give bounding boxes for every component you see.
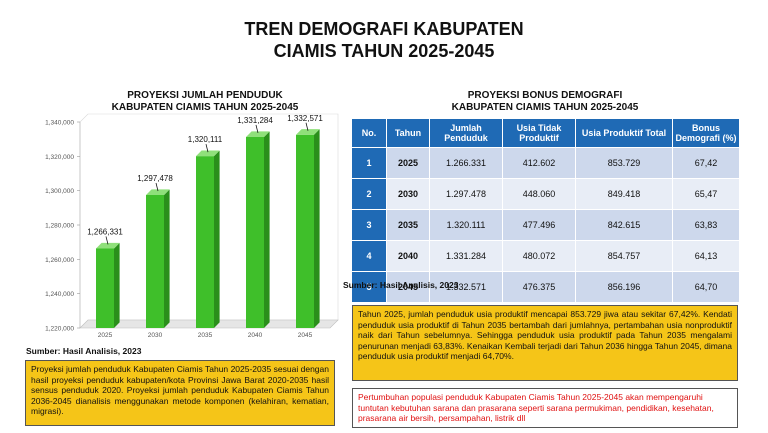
y-tick-label: 1,220,000 (45, 326, 74, 333)
bar (146, 194, 164, 328)
cell-population: 1.332.571 (429, 271, 503, 303)
cell-bonus: 64,13 (672, 240, 740, 272)
cell-nonproductive: 448.060 (502, 178, 576, 210)
bar-top (246, 131, 270, 137)
data-label: 1,332,571 (287, 114, 323, 123)
projection-note: Proyeksi jumlah penduduk Kabupaten Ciami… (25, 360, 335, 426)
table-row: 4 2040 1.331.284 480.072 854.757 64,13 (351, 240, 740, 272)
population-bar-chart: 1,220,000 1,240,000 1,260,000 1,280,000 1,30… (45, 113, 339, 339)
cell-population: 1.331.284 (429, 240, 503, 272)
chart-title-line2: KABUPATEN CIAMIS TAHUN 2025-2045 (111, 102, 299, 113)
table-header-row: No. Tahun Jumlah Penduduk Usia Tidak Pro… (351, 118, 740, 148)
bar-side (164, 189, 170, 328)
table-row: 3 2035 1.320.111 477.496 842.615 63,83 (351, 209, 740, 241)
y-tick-label: 1,300,000 (45, 188, 74, 195)
y-tick-label: 1,320,000 (45, 154, 74, 161)
cell-year: 2045 (386, 271, 430, 303)
bonus-demografi-table: No. Tahun Jumlah Penduduk Usia Tidak Pro… (351, 118, 740, 303)
cell-population: 1.297.478 (429, 178, 503, 210)
cell-year: 2040 (386, 240, 430, 272)
cell-population: 1.320.111 (429, 209, 503, 241)
data-label-leader (255, 124, 259, 134)
cell-productive: 853.729 (575, 147, 673, 179)
table-row: 5 2045 1.332.571 476.375 856.196 64,70 (351, 271, 740, 303)
x-tick-label: 2045 (298, 332, 313, 339)
cell-year: 2025 (386, 147, 430, 179)
bar (196, 156, 214, 328)
page-title-line1: TREN DEMOGRAFI KABUPATEN (244, 19, 524, 39)
data-label: 1,331,284 (237, 116, 273, 125)
bar-side (214, 150, 220, 328)
cell-no: 4 (351, 240, 387, 272)
header-no: No. (351, 118, 387, 148)
cell-productive: 849.418 (575, 178, 673, 210)
y-tick-label: 1,240,000 (45, 291, 74, 298)
cell-bonus: 63,83 (672, 209, 740, 241)
x-tick-label: 2025 (98, 332, 113, 339)
y-tick-label: 1,340,000 (45, 120, 74, 127)
header-jumlah-penduduk: Jumlah Penduduk (429, 118, 503, 148)
data-label-leader (205, 144, 209, 153)
cell-population: 1.266.331 (429, 147, 503, 179)
bar (96, 248, 114, 328)
cell-no: 2 (351, 178, 387, 210)
cell-nonproductive: 476.375 (502, 271, 576, 303)
cell-nonproductive: 477.496 (502, 209, 576, 241)
x-tick-label: 2035 (198, 332, 213, 339)
bar-side (314, 129, 320, 328)
page-title: TREN DEMOGRAFI KABUPATEN CIAMIS TAHUN 20… (0, 18, 768, 62)
bonus-analysis-note: Tahun 2025, jumlah penduduk usia produkt… (352, 305, 738, 381)
cell-productive: 854.757 (575, 240, 673, 272)
data-label-leader (305, 122, 309, 131)
header-bonus-demografi: Bonus Demografi (%) (672, 118, 740, 148)
cell-nonproductive: 480.072 (502, 240, 576, 272)
y-tick-label: 1,280,000 (45, 223, 74, 230)
table-row: 2 2030 1.297.478 448.060 849.418 65,47 (351, 178, 740, 210)
data-label-leader (155, 182, 159, 192)
y-tick-label: 1,260,000 (45, 257, 74, 264)
table-row: 1 2025 1.266.331 412.602 853.729 67,42 (351, 147, 740, 179)
table-title-line2: KABUPATEN CIAMIS TAHUN 2025-2045 (451, 102, 639, 113)
bar-top (196, 150, 220, 157)
x-tick-label: 2030 (148, 332, 163, 339)
chart-title: PROYEKSI JUMLAH PENDUDUK KABUPATEN CIAMI… (60, 90, 350, 114)
cell-productive: 856.196 (575, 271, 673, 303)
table-title-line1: PROYEKSI BONUS DEMOGRAFI (467, 90, 623, 101)
chart-title-line1: PROYEKSI JUMLAH PENDUDUK (127, 90, 283, 101)
growth-impact-note: Pertumbuhan populasi penduduk Kabupaten … (352, 388, 738, 428)
cell-no: 1 (351, 147, 387, 179)
cell-no: 3 (351, 209, 387, 241)
cell-productive: 842.615 (575, 209, 673, 241)
x-tick-label: 2040 (248, 332, 263, 339)
data-label: 1,320,111 (188, 135, 223, 144)
bar-top (96, 242, 120, 249)
cell-bonus: 67,42 (672, 147, 740, 179)
data-label: 1,297,478 (137, 174, 173, 183)
bar-side (264, 131, 270, 328)
header-usia-tidak-produktif: Usia Tidak Produktif (502, 118, 576, 148)
header-usia-produktif-total: Usia Produktif Total (575, 118, 673, 148)
cell-year: 2030 (386, 178, 430, 210)
table-source: Sumber: Hasil Analisis, 2023 (343, 280, 459, 290)
data-label: 1,266,331 (87, 227, 123, 236)
cell-no: 5 (351, 271, 387, 303)
cell-bonus: 64,70 (672, 271, 740, 303)
data-label-leader (105, 236, 109, 245)
bar-top (296, 129, 320, 135)
cell-year: 2035 (386, 209, 430, 241)
bar-side (114, 242, 120, 328)
cell-nonproductive: 412.602 (502, 147, 576, 179)
bar-top (146, 189, 170, 195)
bar (296, 134, 314, 328)
cell-bonus: 65,47 (672, 178, 740, 210)
bar (246, 136, 264, 328)
chart-source: Sumber: Hasil Analisis, 2023 (26, 346, 142, 356)
page-title-line2: CIAMIS TAHUN 2025-2045 (273, 41, 495, 61)
header-tahun: Tahun (386, 118, 430, 148)
table-title: PROYEKSI BONUS DEMOGRAFI KABUPATEN CIAMI… (360, 90, 730, 114)
